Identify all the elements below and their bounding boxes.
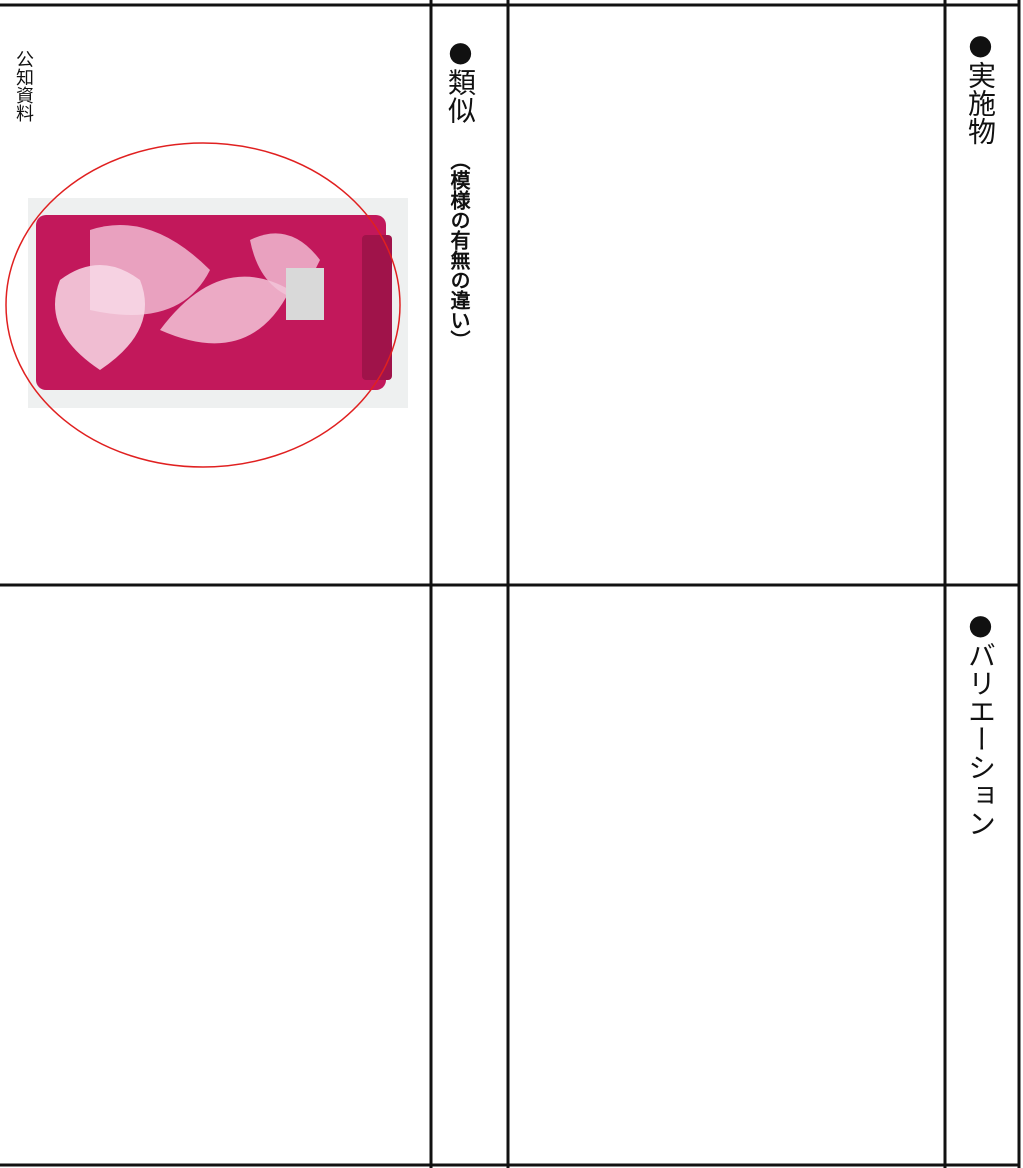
variation-label: ●バリエーション [964,608,997,837]
phone-image [28,198,408,408]
highlight-ellipse [5,142,401,468]
similar-note: （模様の有無の違い） [447,150,471,350]
similar-label: ●類似 [444,35,477,124]
reference-label: 公知資料 [13,50,34,122]
implementation-label: ●実施物 [964,28,997,145]
